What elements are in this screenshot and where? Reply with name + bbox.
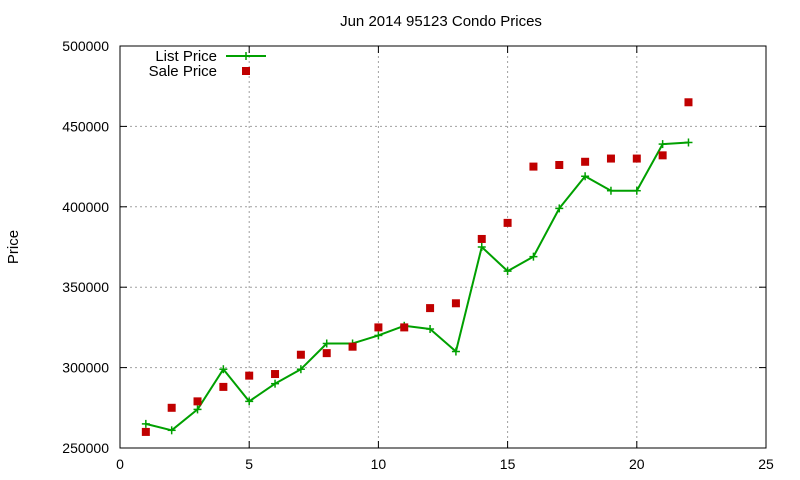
chart-title: Jun 2014 95123 Condo Prices (340, 13, 542, 30)
x-tick-label: 10 (371, 456, 387, 472)
grid-layer (120, 46, 766, 448)
sale-price-point (141, 427, 150, 436)
list-price-point (141, 419, 150, 428)
sale-price-point (451, 299, 460, 308)
x-tick-label: 15 (500, 456, 516, 472)
list-price-point (167, 426, 176, 435)
legend-label-list-price: List Price (155, 48, 217, 65)
sale-price-point (322, 349, 331, 358)
list-price-point (193, 405, 202, 414)
sale-price-point (348, 342, 357, 351)
sale-price-point (529, 162, 538, 171)
list-price-point (477, 243, 486, 251)
sale-price-point (477, 234, 486, 243)
y-tick-label: 500000 (62, 38, 109, 54)
list-price-point (529, 252, 538, 261)
sale-price-point (400, 323, 409, 332)
sale-price-point (219, 382, 228, 391)
list-price-point (219, 365, 228, 374)
x-tick-label: 20 (629, 456, 645, 472)
sale-price-point (167, 403, 176, 412)
sale-price-point (271, 370, 280, 379)
list-price-line (145, 141, 689, 432)
y-tick-label: 350000 (62, 279, 109, 295)
list-price-point (451, 347, 460, 356)
list-price-point (503, 267, 512, 276)
sale-price-point (581, 157, 590, 166)
y-tick-label: 250000 (62, 440, 109, 456)
y-tick-label: 300000 (62, 360, 109, 376)
sale-price-point (426, 304, 435, 313)
list-price-point (296, 365, 305, 374)
list-price-point (684, 138, 693, 147)
x-tick-label: 5 (245, 456, 253, 472)
list-price-point (581, 172, 590, 181)
legend-marker-sale-price (242, 67, 250, 75)
list-price-point (322, 339, 331, 348)
sale-price-point (296, 350, 305, 359)
legend-label-sale-price: Sale Price (149, 63, 217, 80)
list-price-point (632, 186, 641, 195)
list-price-point (245, 397, 254, 406)
sale-price-point (684, 98, 693, 107)
plot-frame (119, 45, 767, 449)
tick-layer (119, 45, 767, 449)
list-price-point (658, 140, 667, 149)
x-tick-label: 25 (758, 456, 774, 472)
sale-price-point (503, 218, 512, 227)
legend: List Price Sale Price (149, 48, 266, 80)
sale-price-point (606, 154, 615, 163)
sale-price-point (658, 151, 667, 160)
sale-price-point (632, 154, 641, 163)
legend-marker-list-price (242, 52, 250, 60)
sale-price-point (374, 323, 383, 332)
y-axis-title: Price (5, 230, 22, 264)
sale-price-point (555, 160, 564, 169)
y-tick-label: 450000 (62, 118, 109, 134)
sale-price-point (245, 371, 254, 380)
list-price-point (426, 325, 435, 334)
sale-price-point (193, 397, 202, 406)
x-tick-label: 0 (116, 456, 124, 472)
label-layer: 0 5 10 15 20 25 250000 300000 350000 400000 450000… (62, 38, 774, 472)
list-price-point (271, 379, 280, 388)
y-tick-label: 400000 (62, 199, 109, 215)
list-price-point (606, 186, 615, 195)
list-price-point (555, 204, 564, 213)
series-layer (141, 98, 693, 436)
list-price-point (374, 331, 383, 340)
